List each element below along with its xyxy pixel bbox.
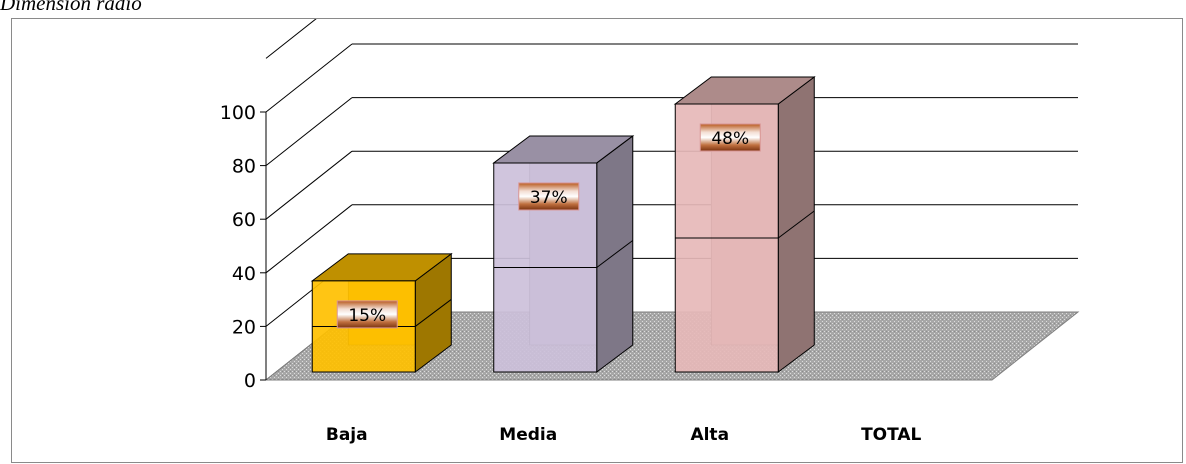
data-label-box (518, 182, 580, 211)
y-axis: 0 20 40 60 80 100 (220, 102, 267, 392)
y-tick-label: 60 (232, 209, 256, 231)
gridline-depth (265, 19, 317, 59)
data-label: 15% (348, 306, 386, 326)
gridline-depth (265, 204, 353, 274)
chart-frame: 0 20 40 60 80 100 15% 37% 48% Baja Media Alta TOTA… (11, 18, 1183, 463)
bar-inner-line (777, 210, 815, 239)
category-labels: Baja Media Alta TOTAL (326, 425, 922, 445)
y-tick-label: 20 (232, 316, 256, 338)
gridline-depth (265, 97, 353, 166)
data-label: 48% (711, 129, 749, 149)
bar-media (492, 134, 635, 373)
y-tick-label: 0 (244, 370, 256, 392)
y-tick-label: 40 (232, 263, 256, 285)
category-label: Alta (690, 425, 729, 445)
data-label-box (336, 300, 398, 329)
category-label: TOTAL (861, 425, 921, 445)
data-labels: 15% 37% 48% (336, 123, 761, 329)
category-label: Baja (326, 425, 368, 445)
data-label-box (699, 123, 761, 152)
bars (310, 76, 816, 373)
data-label: 37% (530, 188, 568, 208)
bar-chart-3d: 0 20 40 60 80 100 15% 37% 48% Baja Media Alta TOTA… (220, 19, 1080, 445)
gridline-depth (265, 150, 353, 220)
category-label: Media (499, 425, 557, 445)
bar-inner-line (596, 240, 634, 268)
y-tick-label: 80 (232, 156, 256, 178)
chart-caption: Dimensión radio (0, 0, 142, 15)
bar-inner-line (414, 299, 452, 327)
gridline-depth (265, 43, 353, 113)
bar-alta (673, 76, 816, 373)
y-tick-label: 100 (220, 102, 256, 124)
